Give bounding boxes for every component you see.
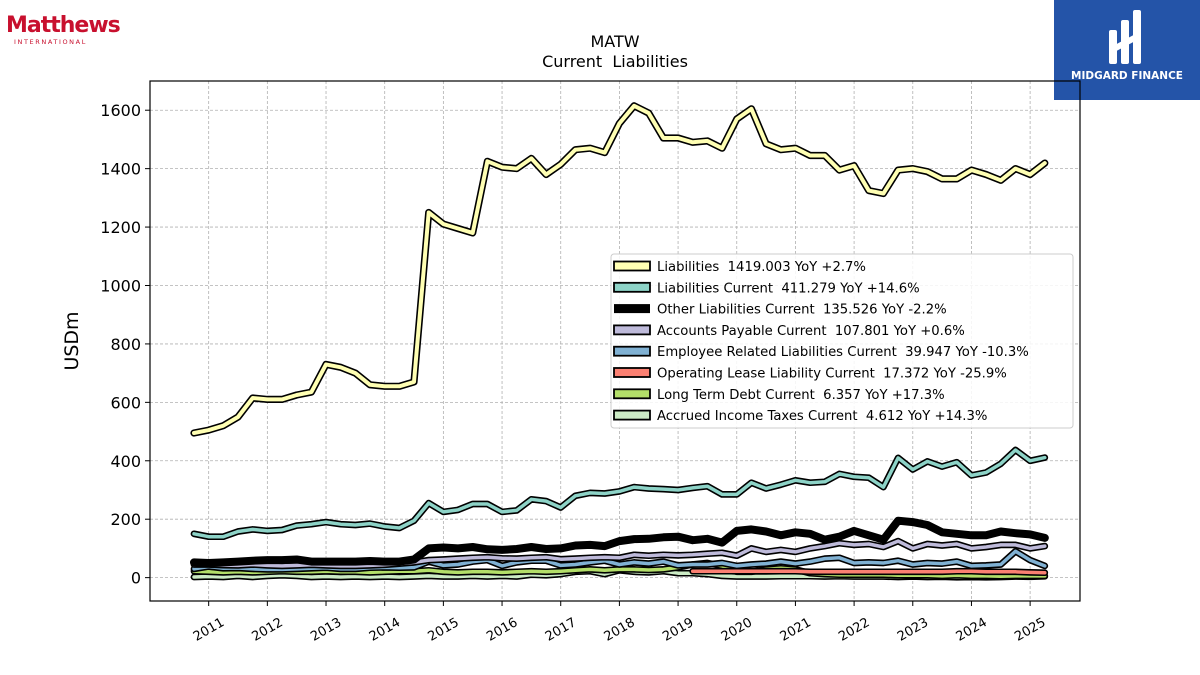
legend-swatch: [613, 260, 651, 272]
legend-item: Liabilities 1419.003 YoY +2.7%: [613, 260, 866, 275]
x-tick-label: 2017: [543, 615, 579, 645]
legend-item: Accrued Income Taxes Current 4.612 YoY +…: [613, 409, 987, 424]
y-axis-ticks: 0 200 400 600 800 1000 1200 1400 1600: [100, 101, 150, 588]
midgard-finance-name: MIDGARD FINANCE: [1071, 70, 1183, 82]
legend-item: Long Term Debt Current 6.357 YoY +17.3%: [613, 388, 945, 403]
y-tick-label: 1200: [100, 218, 141, 237]
legend-label: Accounts Payable Current 107.801 YoY +0.…: [657, 324, 965, 339]
x-tick-label: 2019: [660, 615, 696, 645]
series-accounts-payable-current: [190, 537, 1049, 570]
matthews-logo: Matthews INTERNATIONAL: [6, 13, 121, 47]
series-line: [690, 569, 1047, 575]
y-tick-label: 1400: [100, 160, 141, 179]
series-line: [192, 103, 1047, 435]
y-axis-label: USDm: [61, 311, 83, 370]
chart-title: MATW: [590, 32, 639, 51]
legend-item: Liabilities Current 411.279 YoY +14.6%: [613, 281, 920, 296]
y-tick-label: 800: [110, 335, 141, 354]
legend-swatch: [614, 304, 650, 314]
x-tick-label: 2022: [836, 615, 872, 645]
x-tick-label: 2020: [719, 615, 755, 645]
series-layer: [190, 102, 1049, 581]
legend-label: Employee Related Liabilities Current 39.…: [657, 345, 1029, 360]
series-line: [192, 539, 1047, 568]
legend-item: Operating Lease Liability Current 17.372…: [613, 367, 1007, 382]
series-liabilities: [190, 102, 1049, 437]
legend-item: Accounts Payable Current 107.801 YoY +0.…: [613, 324, 965, 339]
legend-swatch: [613, 345, 651, 357]
x-tick-label: 2016: [484, 615, 520, 645]
x-tick-label: 2011: [191, 615, 227, 645]
legend-item: Other Liabilities Current 135.526 YoY -2…: [614, 303, 947, 318]
midgard-finance-logo: MIDGARD FINANCE: [1054, 0, 1200, 100]
y-tick-label: 1000: [100, 276, 141, 295]
y-tick-label: 0: [131, 569, 141, 588]
series-line: [192, 448, 1047, 539]
legend-label: Liabilities Current 411.279 YoY +14.6%: [657, 281, 920, 296]
x-tick-label: 2014: [367, 615, 403, 645]
x-tick-label: 2013: [308, 615, 344, 645]
y-tick-label: 400: [110, 452, 141, 471]
chart-subtitle: Current Liabilities: [542, 52, 688, 71]
legend-box: [610, 253, 1074, 429]
plot-frame: [149, 80, 1081, 602]
legend-label: Operating Lease Liability Current 17.372…: [657, 367, 1007, 382]
legend-swatch: [613, 388, 651, 400]
midgard-emblem-icon: [1109, 10, 1141, 64]
x-tick-label: 2023: [895, 615, 931, 645]
legend-item: Employee Related Liabilities Current 39.…: [613, 345, 1029, 360]
y-tick-label: 1600: [100, 101, 141, 120]
legend-label: Accrued Income Taxes Current 4.612 YoY +…: [657, 409, 987, 424]
legend-swatch: [613, 281, 651, 293]
series-line: [190, 516, 1049, 567]
legend-label: Liabilities 1419.003 YoY +2.7%: [657, 260, 866, 275]
series-operating-lease-liability-current: [689, 567, 1049, 577]
x-tick-label: 2024: [954, 615, 990, 645]
y-tick-label: 200: [110, 510, 141, 529]
x-axis-ticks: 2011 2012 2013 2014 2015 2016 2017 2018 2019 2020…: [191, 601, 1048, 645]
legend-label: Other Liabilities Current 135.526 YoY -2…: [657, 303, 947, 318]
y-tick-label: 600: [110, 393, 141, 412]
legend-swatch: [613, 409, 651, 421]
series-other-liabilities-current: [190, 516, 1049, 567]
matthews-logo-sub: INTERNATIONAL: [14, 38, 87, 46]
legend-label: Long Term Debt Current 6.357 YoY +17.3%: [657, 388, 945, 403]
x-tick-label: 2018: [602, 615, 638, 645]
legend-swatch: [613, 367, 651, 378]
x-tick-label: 2012: [250, 615, 286, 645]
matthews-logo-brand: Matthews: [6, 13, 121, 38]
x-tick-label: 2025: [1012, 615, 1048, 645]
x-tick-label: 2015: [426, 615, 462, 645]
series-liabilities-current: [190, 446, 1049, 541]
x-tick-label: 2021: [778, 615, 814, 645]
legend-swatch: [613, 324, 651, 336]
legend: Liabilities 1419.003 YoY +2.7% Liabilitie…: [610, 253, 1074, 429]
